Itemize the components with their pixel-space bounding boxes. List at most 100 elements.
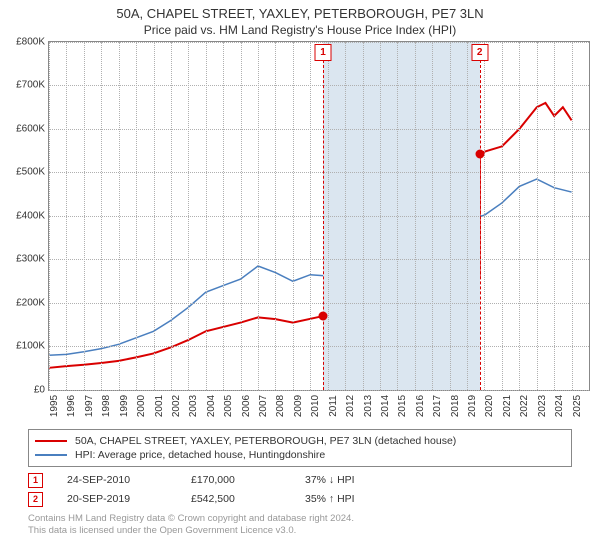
- legend-item: HPI: Average price, detached house, Hunt…: [35, 448, 565, 462]
- x-axis-label: 2004: [206, 395, 217, 417]
- grid-line-h: [49, 216, 589, 217]
- y-axis-label: £0: [34, 384, 45, 395]
- marker-line: [323, 60, 324, 390]
- x-axis-label: 2002: [171, 395, 182, 417]
- y-axis-label: £600K: [16, 123, 45, 134]
- grid-line-v: [345, 42, 346, 390]
- x-axis-label: 2000: [136, 395, 147, 417]
- chart-container: 50A, CHAPEL STREET, YAXLEY, PETERBOROUGH…: [0, 0, 600, 560]
- grid-line-v: [206, 42, 207, 390]
- x-axis-label: 2017: [432, 395, 443, 417]
- grid-line-v: [49, 42, 50, 390]
- marker-line: [480, 60, 481, 390]
- x-axis-label: 2007: [258, 395, 269, 417]
- marker-flag: 1: [315, 44, 332, 61]
- legend-label: 50A, CHAPEL STREET, YAXLEY, PETERBOROUGH…: [75, 435, 456, 447]
- x-axis-label: 2012: [345, 395, 356, 417]
- transaction-delta: 37% ↓ HPI: [305, 474, 425, 486]
- marker-flag: 2: [471, 44, 488, 61]
- grid-line-v: [188, 42, 189, 390]
- grid-line-h: [49, 42, 589, 43]
- grid-line-v: [572, 42, 573, 390]
- transaction-price: £542,500: [191, 493, 281, 505]
- grid-line-v: [432, 42, 433, 390]
- transaction-row: 2 20-SEP-2019 £542,500 35% ↑ HPI: [28, 490, 572, 509]
- grid-line-v: [293, 42, 294, 390]
- grid-line-v: [467, 42, 468, 390]
- chart-title: 50A, CHAPEL STREET, YAXLEY, PETERBOROUGH…: [0, 0, 600, 23]
- plot-region: £0£100K£200K£300K£400K£500K£600K£700K£80…: [48, 41, 590, 391]
- y-axis-label: £800K: [16, 36, 45, 47]
- grid-line-v: [554, 42, 555, 390]
- y-axis-label: £200K: [16, 297, 45, 308]
- grid-line-v: [415, 42, 416, 390]
- grid-line-h: [49, 172, 589, 173]
- grid-line-v: [101, 42, 102, 390]
- x-axis-label: 1996: [66, 395, 77, 417]
- x-axis-label: 2021: [502, 395, 513, 417]
- grid-line-h: [49, 303, 589, 304]
- x-axis-label: 2001: [154, 395, 165, 417]
- grid-line-v: [275, 42, 276, 390]
- transaction-marker: 2: [28, 492, 43, 507]
- y-axis-label: £300K: [16, 254, 45, 265]
- transaction-delta: 35% ↑ HPI: [305, 493, 425, 505]
- legend-item: 50A, CHAPEL STREET, YAXLEY, PETERBOROUGH…: [35, 434, 565, 448]
- grid-line-v: [450, 42, 451, 390]
- y-axis-label: £400K: [16, 210, 45, 221]
- grid-line-v: [223, 42, 224, 390]
- x-axis-label: 2015: [397, 395, 408, 417]
- footer-line-2: This data is licensed under the Open Gov…: [28, 525, 572, 537]
- footer-attribution: Contains HM Land Registry data © Crown c…: [28, 513, 572, 537]
- grid-line-v: [258, 42, 259, 390]
- transaction-date: 20-SEP-2019: [67, 493, 167, 505]
- footer-line-1: Contains HM Land Registry data © Crown c…: [28, 513, 572, 525]
- y-axis-label: £100K: [16, 341, 45, 352]
- grid-line-v: [66, 42, 67, 390]
- y-axis-label: £500K: [16, 167, 45, 178]
- x-axis-label: 2014: [380, 395, 391, 417]
- y-axis-label: £700K: [16, 80, 45, 91]
- grid-line-v: [119, 42, 120, 390]
- grid-line-h: [49, 259, 589, 260]
- x-axis-label: 1999: [119, 395, 130, 417]
- transaction-price: £170,000: [191, 474, 281, 486]
- grid-line-v: [363, 42, 364, 390]
- x-axis-label: 2009: [293, 395, 304, 417]
- legend-box: 50A, CHAPEL STREET, YAXLEY, PETERBOROUGH…: [28, 429, 572, 467]
- grid-line-h: [49, 129, 589, 130]
- x-axis-label: 1995: [49, 395, 60, 417]
- grid-line-v: [241, 42, 242, 390]
- x-axis-label: 2003: [188, 395, 199, 417]
- legend-swatch: [35, 454, 67, 456]
- grid-line-v: [519, 42, 520, 390]
- x-axis-label: 2013: [363, 395, 374, 417]
- transactions-table: 124-SEP-2010£170,00037% ↓ HPI220-SEP-201…: [28, 471, 572, 509]
- x-axis-label: 1997: [84, 395, 95, 417]
- x-axis-label: 2011: [328, 395, 339, 417]
- x-axis-label: 2005: [223, 395, 234, 417]
- x-axis-label: 2024: [554, 395, 565, 417]
- grid-line-v: [380, 42, 381, 390]
- x-axis-label: 2020: [484, 395, 495, 417]
- legend-swatch: [35, 440, 67, 442]
- grid-line-v: [171, 42, 172, 390]
- x-axis-label: 2022: [519, 395, 530, 417]
- transaction-row: 124-SEP-2010£170,00037% ↓ HPI: [28, 471, 572, 490]
- grid-line-v: [502, 42, 503, 390]
- x-axis-label: 1998: [101, 395, 112, 417]
- x-axis-label: 2016: [415, 395, 426, 417]
- transaction-marker: 1: [28, 473, 43, 488]
- legend-label: HPI: Average price, detached house, Hunt…: [75, 449, 325, 461]
- grid-line-v: [84, 42, 85, 390]
- x-axis-label: 2006: [241, 395, 252, 417]
- grid-line-v: [310, 42, 311, 390]
- x-axis-label: 2025: [572, 395, 583, 417]
- grid-line-h: [49, 85, 589, 86]
- grid-line-v: [154, 42, 155, 390]
- grid-line-v: [328, 42, 329, 390]
- x-axis-label: 2010: [310, 395, 321, 417]
- grid-line-v: [397, 42, 398, 390]
- grid-line-h: [49, 390, 589, 391]
- chart-area: £0£100K£200K£300K£400K£500K£600K£700K£80…: [48, 41, 590, 421]
